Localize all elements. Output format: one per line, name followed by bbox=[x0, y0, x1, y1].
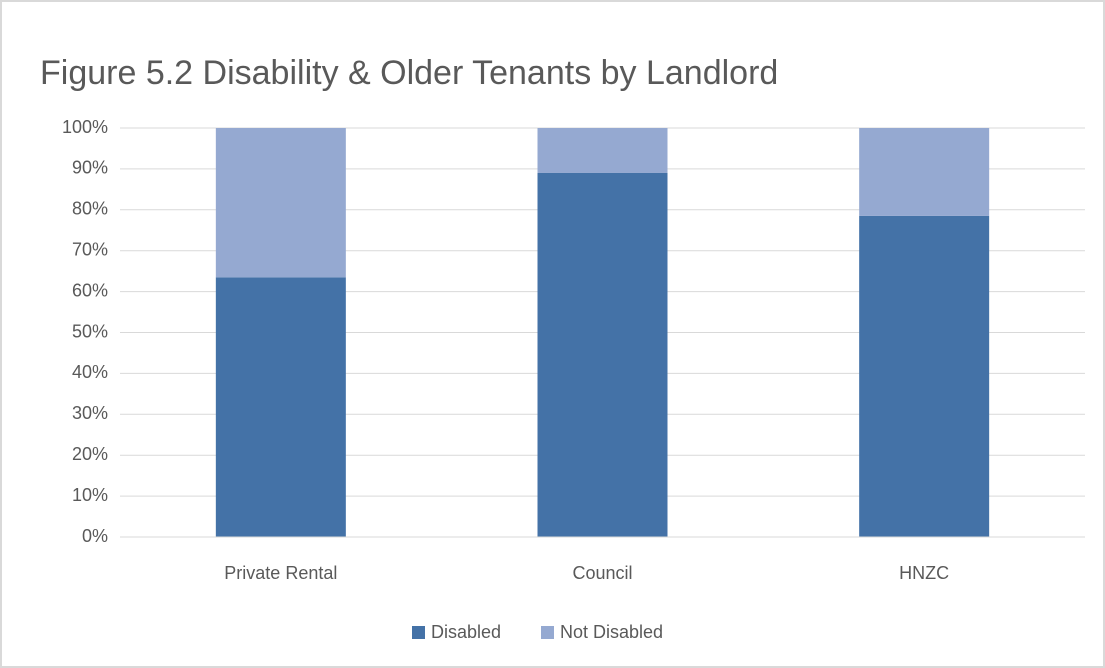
bar-segment bbox=[537, 128, 668, 173]
y-tick-label: 50% bbox=[72, 321, 108, 341]
y-tick-label: 90% bbox=[72, 158, 108, 178]
y-tick-label: 40% bbox=[72, 362, 108, 382]
y-tick-label: 100% bbox=[62, 117, 108, 137]
y-tick-label: 80% bbox=[72, 199, 108, 219]
bar-segment bbox=[215, 128, 346, 278]
y-tick-label: 0% bbox=[82, 526, 108, 546]
chart-title: Figure 5.2 Disability & Older Tenants by… bbox=[40, 54, 778, 92]
x-tick-label: Council bbox=[572, 563, 632, 583]
bar-segment bbox=[859, 215, 990, 537]
y-tick-label: 60% bbox=[72, 280, 108, 300]
y-tick-label: 20% bbox=[72, 444, 108, 464]
legend-label: Not Disabled bbox=[560, 622, 663, 642]
bar-segment bbox=[215, 277, 346, 537]
y-tick-label: 70% bbox=[72, 239, 108, 259]
legend-label: Disabled bbox=[431, 622, 501, 642]
x-tick-label: HNZC bbox=[899, 563, 949, 583]
bar-segment bbox=[537, 172, 668, 538]
y-tick-label: 30% bbox=[72, 403, 108, 423]
legend-swatch bbox=[541, 626, 554, 639]
y-tick-label: 10% bbox=[72, 485, 108, 505]
x-tick-label: Private Rental bbox=[224, 563, 337, 583]
bar-segment bbox=[859, 128, 990, 216]
legend-swatch bbox=[412, 626, 425, 639]
